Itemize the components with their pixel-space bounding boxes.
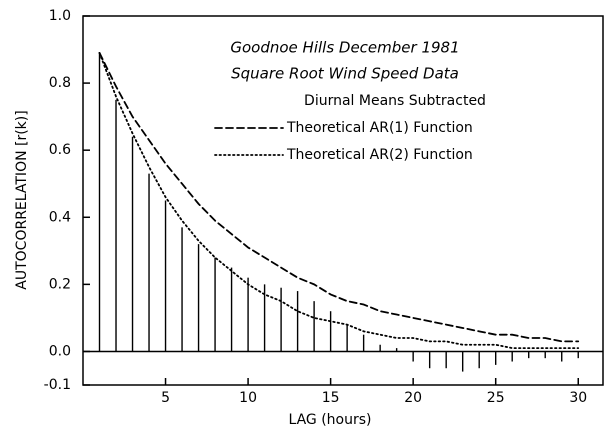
x-tick-label: 20 [404,390,422,406]
y-tick-label: -0.1 [44,377,71,393]
y-tick-label: 0.0 [49,343,71,359]
plot-frame [82,15,604,386]
chart-title: Goodnoe Hills December 1981 [230,39,459,57]
legend-label: Theoretical AR(1) Function [286,120,473,136]
annotation: Diurnal Means Subtracted [304,93,486,109]
y-tick-label: 0.4 [49,209,71,225]
y-axis-label: AUTOCORRELATION [r(k)] [14,110,30,289]
x-axis-label: LAG (hours) [288,412,371,428]
x-tick-label: 15 [322,390,340,406]
y-tick-label: 0.2 [49,276,71,292]
x-tick-label: 10 [239,390,257,406]
x-tick-label: 30 [569,390,587,406]
x-tick-label: 25 [487,390,505,406]
legend-label: Theoretical AR(2) Function [286,147,473,163]
curve [98,52,580,343]
x-tick-label: 5 [161,390,170,406]
y-tick-label: 0.6 [49,142,71,158]
chart-subtitle: Square Root Wind Speed Data [231,65,459,83]
y-tick-label: 0.8 [49,75,71,91]
y-tick-label: 1.0 [49,8,71,24]
curve [98,52,580,350]
